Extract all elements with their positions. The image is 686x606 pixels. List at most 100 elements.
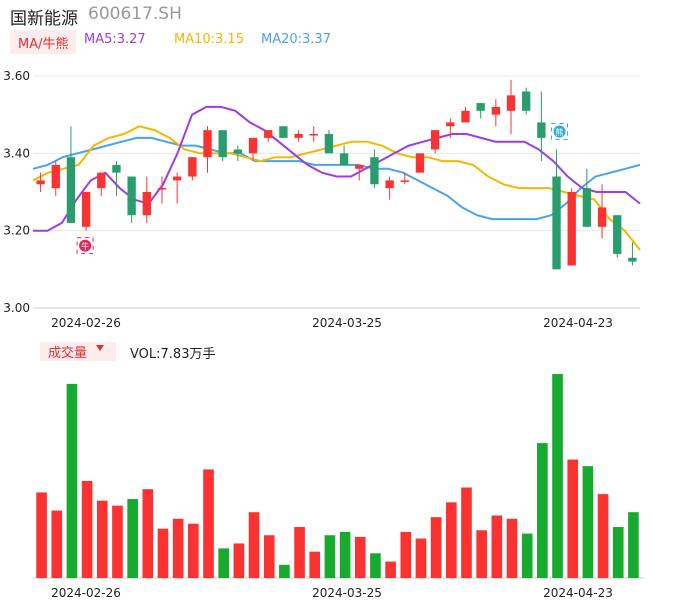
candle-body <box>446 122 455 127</box>
candle <box>537 91 546 162</box>
marker-frame <box>76 237 94 255</box>
volume-bar <box>66 383 78 578</box>
volume-bar <box>597 494 609 578</box>
volume-bar <box>461 487 472 578</box>
candle-body <box>355 164 364 169</box>
candle-body <box>264 130 273 138</box>
volume-bar <box>203 469 214 578</box>
ma20-line <box>32 136 641 221</box>
candle <box>81 192 91 231</box>
x-tick-label: 2024-03-25 <box>312 586 382 600</box>
candle-body <box>476 103 485 111</box>
volume-indicator-label: 成交量 <box>48 346 88 361</box>
volume-bar <box>248 512 260 578</box>
candle <box>233 145 243 162</box>
candle <box>446 118 455 138</box>
candle-body <box>461 110 470 123</box>
candle-body <box>112 164 121 173</box>
x-tick-label: 2024-04-23 <box>543 586 613 600</box>
candle-body <box>385 180 394 189</box>
volume-bar <box>188 523 199 578</box>
y-tick-label: 3.40 <box>3 146 30 160</box>
bear-marker: 熊 <box>551 122 569 140</box>
volume-bar <box>218 548 229 578</box>
ma5-legend: MA5:3.27 <box>84 32 146 47</box>
candle <box>582 168 592 227</box>
marker-dot <box>553 125 566 138</box>
volume-bar <box>112 505 123 578</box>
candle-body <box>279 126 288 138</box>
candle-body <box>628 257 637 262</box>
x-tick-label: 2024-02-26 <box>51 316 121 330</box>
candle-body <box>552 176 561 270</box>
candle <box>567 188 576 266</box>
candle-body <box>415 153 425 173</box>
volume-bar <box>537 443 548 578</box>
x-tick-label: 2024-03-25 <box>312 316 382 330</box>
ma-indicator-button[interactable]: MA/牛熊 <box>10 30 76 54</box>
stock-code: 600617.SH <box>88 4 182 24</box>
volume-bar <box>233 543 245 578</box>
candle-body <box>370 157 379 185</box>
candle <box>294 130 303 142</box>
candle <box>172 172 182 204</box>
volume-bar <box>81 480 93 578</box>
volume-bar <box>354 536 366 578</box>
candle-body <box>233 149 243 154</box>
volume-bar <box>476 530 487 578</box>
volume-bar <box>157 528 169 578</box>
candle <box>613 215 622 258</box>
bull-marker: 牛 <box>76 237 94 255</box>
volume-bar <box>96 500 108 578</box>
volume-bar <box>582 466 594 578</box>
candle-body <box>142 192 151 216</box>
volume-bar <box>339 531 351 578</box>
x-tick-label: 2024-04-23 <box>543 316 613 330</box>
volume-bar <box>552 374 563 578</box>
candle-body <box>537 122 546 138</box>
volume-bar <box>385 561 396 578</box>
candle <box>506 79 516 134</box>
x-tick-label: 2024-02-26 <box>51 586 121 600</box>
y-tick-label: 3.20 <box>3 224 30 238</box>
candle-body <box>36 180 45 185</box>
volume-bar <box>521 533 533 578</box>
volume-bar <box>127 499 138 578</box>
volume-value: VOL:7.83万手 <box>130 347 216 362</box>
candle-body <box>188 157 197 177</box>
candle-body <box>127 176 136 216</box>
candle-body <box>491 106 501 115</box>
volume-indicator-button[interactable]: 成交量 <box>40 342 116 361</box>
candle <box>415 153 425 173</box>
candle <box>552 149 561 270</box>
volume-bar <box>51 510 63 578</box>
candle-body <box>294 134 303 138</box>
candle <box>597 184 607 239</box>
volume-bar <box>294 527 305 578</box>
candle <box>51 161 60 196</box>
candle <box>309 126 318 142</box>
volume-bar <box>415 538 427 578</box>
candle <box>400 172 409 185</box>
candle <box>248 137 258 162</box>
volume-bar <box>172 518 184 578</box>
marker-label: 熊 <box>556 127 564 137</box>
candle <box>36 172 45 192</box>
candle-body <box>567 192 576 266</box>
volume-bar <box>142 489 154 578</box>
candle-body <box>339 153 349 165</box>
volume-bar <box>446 502 457 578</box>
ma5-line <box>33 105 641 232</box>
candle <box>264 130 273 142</box>
candle <box>370 149 379 189</box>
volume-bar <box>324 535 336 578</box>
candle <box>203 126 212 173</box>
candle-body <box>203 130 212 158</box>
ma-indicator-label: MA/牛熊 <box>18 37 69 52</box>
volume-bar <box>36 492 47 578</box>
candle-body <box>400 180 409 182</box>
candle-body <box>522 91 531 111</box>
stock-name: 国新能源 <box>10 9 78 29</box>
volume-bar <box>263 535 275 578</box>
candle <box>339 145 349 165</box>
